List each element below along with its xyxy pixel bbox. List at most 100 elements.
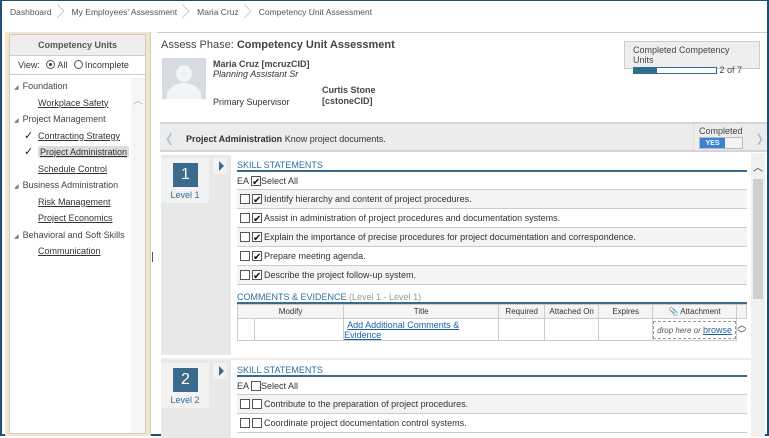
checkmark-icon: ✓	[24, 146, 34, 158]
attachment-dropzone[interactable]: drop here or browse	[653, 320, 736, 339]
statement-checkbox[interactable]	[252, 192, 262, 210]
chevron-up-icon[interactable]: ︿	[737, 319, 747, 330]
competency-tree: ◢ Foundation Workplace Safety ◢ Project Mana…	[10, 78, 131, 260]
main-panel: Assess Phase: Competency Unit Assessment…	[157, 32, 767, 438]
level-number: 2	[173, 368, 198, 392]
progress-bar	[633, 67, 717, 74]
comments-evidence-heading: COMMENTS & EVIDENCE (Level 1 - Level 1)	[237, 287, 747, 304]
col-title: Title	[343, 304, 500, 319]
view-label: View:	[18, 60, 40, 70]
scrollbar-thumb[interactable]	[753, 179, 763, 299]
paperclip-icon: 📎	[668, 307, 679, 316]
previous-unit-icon[interactable]: ‹	[166, 121, 173, 155]
breadcrumb-my-employees-assessment[interactable]: My Employees' Assessment	[72, 7, 188, 17]
sidebar-item[interactable]: Communication	[38, 246, 101, 256]
breadcrumb: Dashboard My Employees' Assessment Maria…	[2, 1, 767, 23]
statement-checkbox[interactable]	[252, 249, 262, 267]
col-modify: Modify	[236, 304, 345, 319]
employee-role: Planning Assistant Sr	[213, 69, 299, 79]
ea-checkbox[interactable]	[240, 399, 250, 409]
select-all-row: EA Select All	[237, 172, 747, 192]
skill-statement-row: Assist in administration of project proc…	[237, 209, 747, 229]
statement-checkbox[interactable]	[252, 399, 262, 409]
expand-arrow-icon[interactable]	[219, 161, 224, 171]
sidebar-item[interactable]: Project Economics	[38, 213, 113, 223]
collapse-triangle-icon[interactable]: ◢	[14, 118, 19, 124]
tree-group[interactable]: ◢ Business Administration	[14, 180, 119, 190]
collapse-triangle-icon[interactable]: ◢	[14, 184, 19, 190]
supervisor-label: Primary Supervisor	[213, 97, 290, 107]
completed-toggle[interactable]: YES	[699, 137, 743, 149]
level-number: 1	[173, 163, 198, 187]
browse-link[interactable]: browse	[702, 324, 732, 335]
collapse-triangle-icon[interactable]: ◢	[14, 85, 19, 91]
employee-name: Maria Cruz [mcruzCID]	[213, 59, 310, 69]
select-all-row: EA Select All	[237, 377, 747, 395]
chevron-up-icon[interactable]: ︿	[133, 96, 143, 107]
completed-toggle-group: Completed YES	[693, 124, 743, 150]
ea-checkbox[interactable]	[240, 232, 250, 242]
col-expires: Expires	[598, 304, 654, 319]
skill-statement-row: Explain the importance of precise proced…	[237, 228, 747, 248]
ea-checkbox[interactable]	[240, 213, 250, 223]
sidebar-title: Competency Units	[10, 35, 145, 56]
skill-statement-row: Contribute to the preparation of project…	[237, 395, 747, 414]
view-incomplete-radio[interactable]: Incomplete	[70, 60, 129, 70]
progress-label: Completed Competency Units	[633, 45, 730, 65]
breadcrumb-employee[interactable]: Maria Cruz	[197, 7, 249, 17]
ea-checkbox[interactable]	[240, 251, 250, 261]
avatar	[162, 58, 206, 99]
select-all-checkbox[interactable]	[251, 174, 262, 192]
skill-statement-row: Coordinate project documentation control…	[237, 414, 747, 433]
unit-title: Project Administration Know project docu…	[186, 134, 386, 144]
main-scrollbar[interactable]: ︿	[751, 153, 765, 437]
progress-text: 2 of 7	[719, 65, 743, 75]
skill-statement-row: Prepare meeting agenda.	[237, 247, 747, 267]
sidebar-scrollbar[interactable]: ︿	[131, 78, 145, 433]
statement-checkbox[interactable]	[252, 268, 262, 286]
sidebar-item[interactable]: ✓ Project Administration	[10, 144, 131, 161]
employee-info: Maria Cruz [mcruzCID] Planning Assistant…	[213, 59, 310, 79]
checkmark-icon: ✓	[24, 129, 34, 142]
chevron-down-icon[interactable]: ﹀	[737, 328, 747, 339]
page-title: Assess Phase: Competency Unit Assessment	[161, 39, 395, 51]
skill-statement-row: Describe the project follow-up system.	[237, 266, 747, 286]
col-required: Required	[498, 304, 546, 319]
table-row: Add Additional Comments & Evidence drop …	[237, 318, 747, 341]
level-2-section: 2 Level 2 SKILL STATEMENTS EA Select All …	[161, 358, 753, 438]
ea-checkbox[interactable]	[240, 270, 250, 280]
col-attachment: 📎 Attachment	[652, 304, 737, 319]
tree-group[interactable]: ◢ Foundation	[14, 81, 68, 91]
level-label: Level 1	[170, 190, 200, 200]
col-attached-on: Attached On	[544, 304, 600, 319]
collapse-triangle-icon[interactable]: ◢	[14, 233, 19, 240]
tree-group[interactable]: ◢ Project Management	[14, 114, 106, 124]
competency-units-sidebar: Competency Units View: All Incomplete ◢ F…	[5, 32, 150, 436]
breadcrumb-dashboard[interactable]: Dashboard	[10, 7, 62, 17]
ea-checkbox[interactable]	[240, 418, 250, 428]
sidebar-item[interactable]: Schedule Control	[38, 163, 108, 174]
add-comments-evidence-link[interactable]: Add Additional Comments & Evidence	[344, 319, 460, 340]
view-all-radio[interactable]: All	[42, 60, 67, 70]
ea-checkbox[interactable]	[240, 194, 250, 204]
comments-evidence-table: Modify Title Required Attached On Expire…	[236, 304, 747, 341]
statement-checkbox[interactable]	[252, 418, 262, 428]
tree-group[interactable]: ◢ Behavioral and Soft Skills	[14, 229, 125, 240]
completed-label: Completed	[699, 126, 743, 136]
expand-arrow-icon[interactable]	[219, 366, 224, 376]
unit-header: ‹ Project Administration Know project do…	[160, 121, 767, 154]
sidebar-item[interactable]: Risk Management	[38, 196, 111, 207]
sidebar-item[interactable]: ✓ Contracting Strategy	[10, 128, 131, 145]
next-unit-icon[interactable]: ›	[756, 121, 763, 155]
supervisor-value: Curtis Stone [cstoneCID]	[322, 85, 376, 106]
chevron-up-icon[interactable]: ︿	[753, 163, 763, 174]
statement-checkbox[interactable]	[252, 230, 262, 248]
statement-checkbox[interactable]	[252, 211, 262, 229]
panel-splitter[interactable]	[150, 32, 156, 436]
skill-statements-heading: SKILL STATEMENTS	[237, 155, 747, 172]
sidebar-item[interactable]: Workplace Safety	[38, 97, 109, 108]
skill-statements-heading: SKILL STATEMENTS	[237, 360, 747, 377]
select-all-checkbox[interactable]	[251, 381, 262, 391]
breadcrumb-current: Competency Unit Assessment	[258, 7, 373, 17]
